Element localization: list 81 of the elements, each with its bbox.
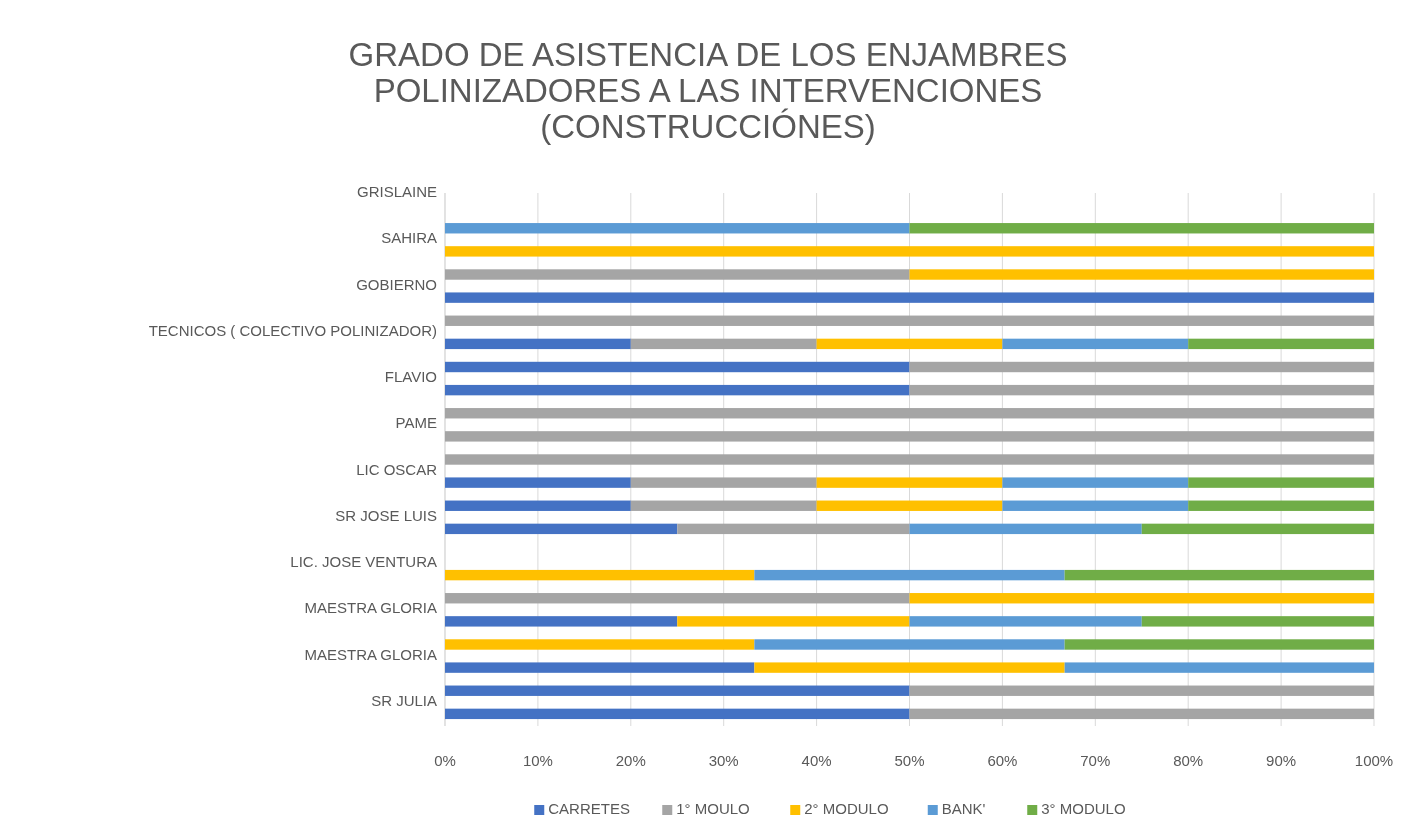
legend-label: 3° MODULO xyxy=(1041,799,1126,817)
x-tick-label: 70% xyxy=(1080,752,1111,769)
x-tick-label: 100% xyxy=(1354,752,1394,769)
bar xyxy=(445,639,755,650)
bar xyxy=(445,338,631,350)
bar xyxy=(445,685,910,696)
y-tick-label: TECNICOS ( COLECTIVO POLINIZADOR) xyxy=(148,321,437,339)
x-tick-label: 80% xyxy=(1173,752,1204,769)
x-tick-label: 40% xyxy=(801,752,832,769)
bar xyxy=(1064,639,1374,650)
bar xyxy=(1141,523,1374,535)
bar xyxy=(909,384,1374,396)
bar xyxy=(1064,662,1374,673)
chart-title: GRADO DE ASISTENCIA DE LOS ENJAMBRES POLINIZADORES A LAS INTERVENCIONES (CONSTRUCCIÓNES) xyxy=(348,36,1068,145)
bar xyxy=(445,477,631,488)
bar xyxy=(445,616,678,627)
y-tick-label: LIC OSCAR xyxy=(356,460,438,478)
bar xyxy=(909,223,1374,234)
bar xyxy=(445,384,910,396)
bar xyxy=(445,523,678,535)
x-tick-label: 50% xyxy=(894,752,925,769)
y-tick-label: GRISLAINE xyxy=(356,183,437,201)
bar xyxy=(909,593,1374,604)
bar xyxy=(445,269,910,280)
x-tick-label: 30% xyxy=(708,752,739,769)
y-tick-label: GOBIERNO xyxy=(356,275,437,293)
bar xyxy=(1188,477,1374,488)
bar xyxy=(1002,500,1189,511)
bar xyxy=(1188,500,1374,511)
bar xyxy=(445,662,755,673)
y-tick-label: PAME xyxy=(395,414,437,432)
x-tick-label: 0% xyxy=(434,752,456,769)
y-tick-label: LIC. JOSE VENTURA xyxy=(290,553,437,571)
y-tick-label: SAHIRA xyxy=(381,229,437,247)
bar xyxy=(1188,338,1374,350)
bar xyxy=(909,708,1374,720)
x-tick-label: 90% xyxy=(1266,752,1297,769)
y-tick-label: MAESTRA GLORIA xyxy=(304,599,437,617)
bar xyxy=(445,431,1374,442)
x-tick-label: 10% xyxy=(522,752,553,769)
bar xyxy=(816,500,1003,511)
bar xyxy=(909,616,1142,627)
legend-label: CARRETES xyxy=(548,799,630,817)
x-tick-label: 20% xyxy=(615,752,646,769)
bar xyxy=(445,569,755,581)
y-tick-label: MAESTRA GLORIA xyxy=(304,645,437,663)
legend-label: 1° MOULO xyxy=(676,799,750,817)
bar xyxy=(445,246,1374,257)
x-tick-label: 60% xyxy=(987,752,1018,769)
y-tick-label: SR JOSE LUIS xyxy=(335,506,437,524)
bar xyxy=(445,223,910,234)
bar xyxy=(816,338,1003,350)
bar xyxy=(445,361,910,373)
bar xyxy=(630,477,817,488)
bar xyxy=(677,616,910,627)
bar xyxy=(1064,569,1374,581)
bar xyxy=(445,408,1374,419)
bar xyxy=(816,477,1003,488)
bar xyxy=(445,292,1374,303)
bar xyxy=(445,708,910,720)
bar xyxy=(1002,338,1189,350)
y-tick-label: SR JULIA xyxy=(371,691,437,709)
y-tick-label: FLAVIO xyxy=(384,368,437,386)
bar xyxy=(630,338,817,350)
bar xyxy=(754,639,1065,650)
legend-label: 2° MODULO xyxy=(804,799,889,817)
bar xyxy=(754,662,1065,673)
bar xyxy=(909,685,1374,696)
bar xyxy=(1002,477,1189,488)
bar xyxy=(445,500,631,511)
bar xyxy=(677,523,910,535)
bar xyxy=(445,315,1374,326)
bar xyxy=(909,361,1374,373)
bar xyxy=(754,569,1065,581)
bar xyxy=(445,454,1374,465)
bar xyxy=(1141,616,1374,627)
bar xyxy=(445,593,910,604)
bar xyxy=(909,523,1142,535)
bar xyxy=(909,269,1374,280)
bar xyxy=(630,500,817,511)
legend-label: BANK' xyxy=(941,799,986,817)
